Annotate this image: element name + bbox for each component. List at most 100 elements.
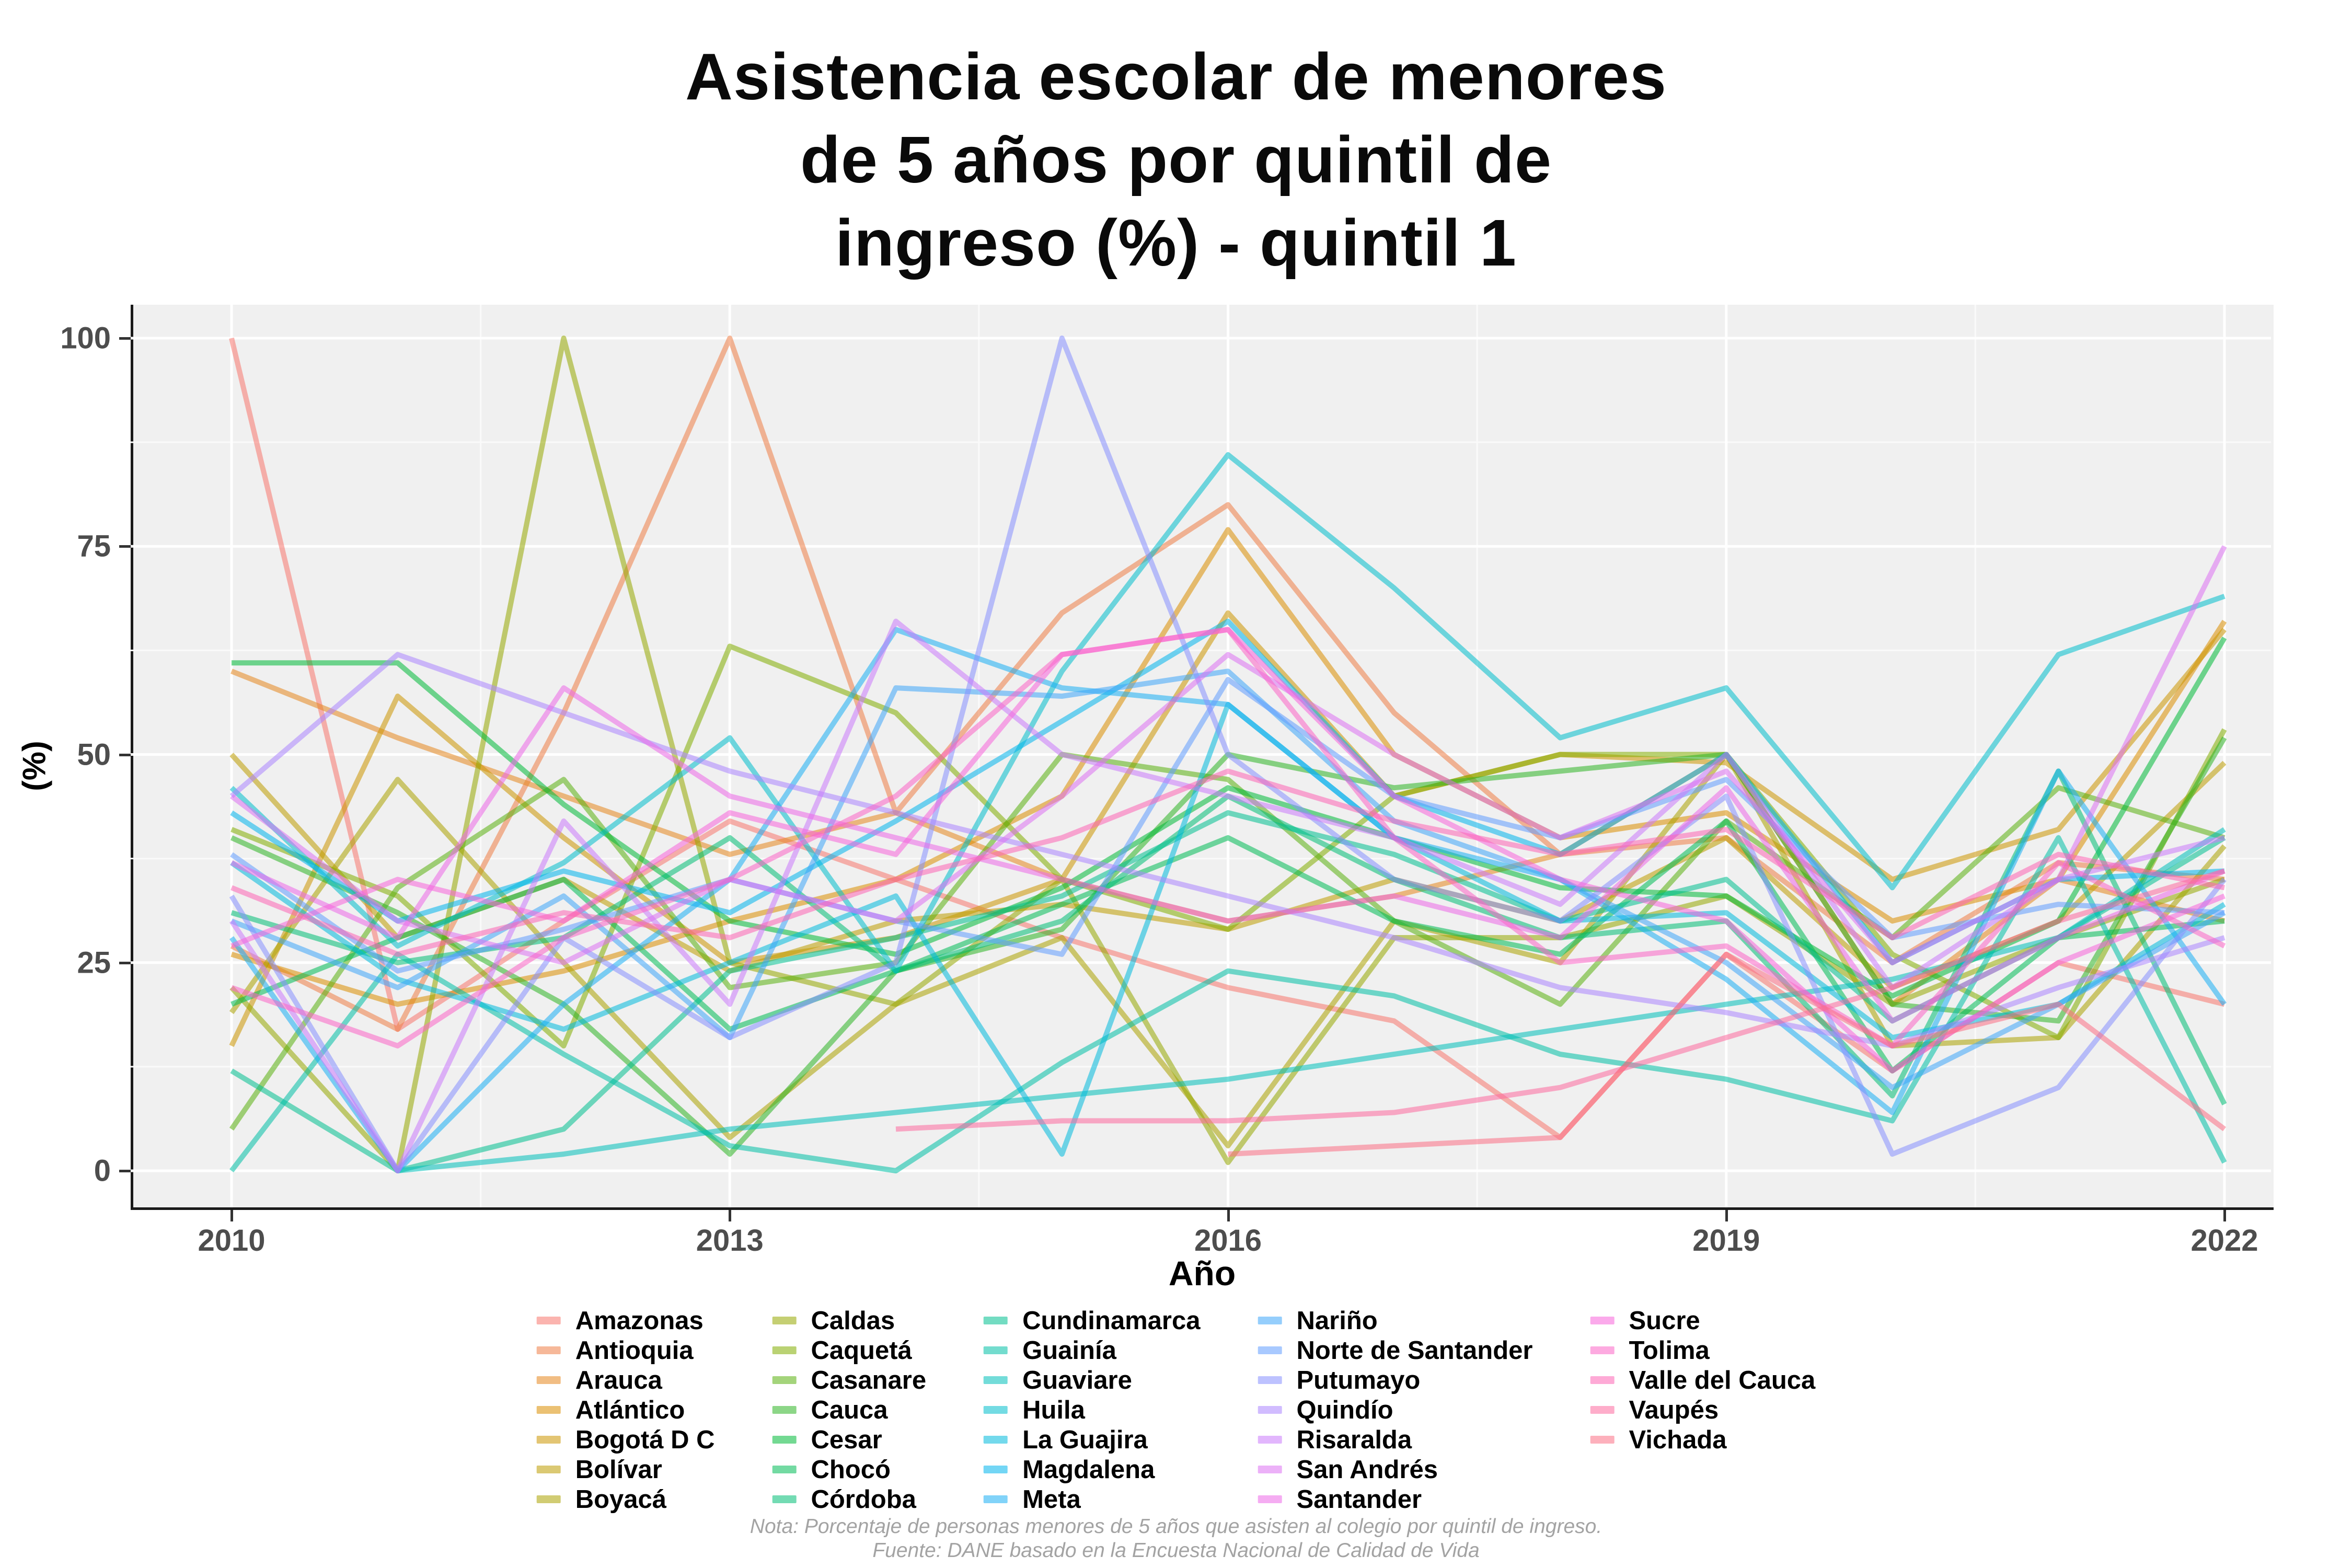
legend-label: Bogotá D C (575, 1425, 715, 1454)
x-tick-label-2016: 2016 (1194, 1224, 1262, 1258)
x-axis-title: Año (1168, 1254, 1236, 1293)
legend-item-atlántico: Atlántico (536, 1396, 715, 1425)
series-line-valle-del-cauca (230, 768, 2225, 957)
legend-item-cesar: Cesar (772, 1425, 926, 1455)
legend-swatch-icon (984, 1346, 1008, 1354)
legend-item-chocó: Chocó (772, 1455, 926, 1484)
legend-swatch-icon (1258, 1406, 1282, 1414)
footnote: Nota: Porcentaje de personas menores de … (0, 1515, 2352, 1563)
legend-swatch-icon (984, 1406, 1008, 1414)
legend-label: Bolívar (575, 1455, 662, 1484)
legend-item-magdalena: Magdalena (984, 1455, 1200, 1484)
legend-item-cundinamarca: Cundinamarca (984, 1306, 1200, 1335)
legend-item-putumayo: Putumayo (1258, 1366, 1532, 1395)
series-line-bogotá-d-c (229, 610, 2227, 1047)
legend-item-guainía: Guainía (984, 1336, 1200, 1365)
legend-swatch-icon (772, 1376, 797, 1384)
legend-label: Valle del Cauca (1629, 1366, 1816, 1394)
legend-item-bolívar: Bolívar (536, 1455, 715, 1484)
x-tick-mark (1725, 1210, 1728, 1221)
chart-title-line-1: Asistencia escolar de menores (685, 40, 1667, 113)
legend-swatch-icon (984, 1466, 1008, 1473)
legend-label: Arauca (575, 1366, 662, 1394)
legend-item-santander: Santander (1258, 1485, 1532, 1514)
legend-swatch-icon (984, 1376, 1008, 1384)
legend-label: Santander (1296, 1485, 1422, 1514)
legend-item-caquetá: Caquetá (772, 1336, 926, 1365)
legend-label: Cundinamarca (1022, 1306, 1201, 1335)
legend-label: Cesar (811, 1425, 882, 1454)
legend-label: San Andrés (1296, 1455, 1438, 1484)
legend-item-tolima: Tolima (1590, 1336, 1815, 1365)
series-line-san-andrés (229, 545, 2227, 965)
legend-swatch-icon (536, 1346, 561, 1354)
legend-item-caldas: Caldas (772, 1306, 926, 1335)
legend-label: Huila (1022, 1396, 1085, 1424)
legend-item-bogotá-d-c: Bogotá D C (536, 1425, 715, 1455)
legend-label: Putumayo (1296, 1366, 1421, 1394)
legend-item-sucre: Sucre (1590, 1306, 1815, 1335)
legend-item-cauca: Cauca (772, 1396, 926, 1425)
legend-swatch-icon (1258, 1495, 1282, 1503)
legend-item-amazonas: Amazonas (536, 1306, 715, 1335)
legend-label: Amazonas (575, 1306, 704, 1335)
legend-swatch-icon (1258, 1346, 1282, 1354)
legend-item-vichada: Vichada (1590, 1425, 1815, 1455)
legend-swatch-icon (984, 1317, 1008, 1324)
legend-label: Guaviare (1022, 1366, 1132, 1394)
y-tick-mark (119, 337, 131, 340)
legend-label: Guainía (1022, 1336, 1116, 1365)
legend-swatch-icon (984, 1495, 1008, 1503)
legend-label: Magdalena (1022, 1455, 1155, 1484)
legend-swatch-icon (536, 1376, 561, 1384)
legend-swatch-icon (1258, 1466, 1282, 1473)
legend-swatch-icon (536, 1436, 561, 1444)
series-line-huila (229, 452, 2226, 974)
legend-swatch-icon (1590, 1317, 1615, 1324)
y-tick-label-50: 50 (77, 737, 111, 771)
series-line-nariño (230, 668, 2226, 1090)
legend-item-vaupés: Vaupés (1590, 1396, 1815, 1425)
legend-swatch-icon (536, 1495, 561, 1503)
chart-legend: Amazonas Antioquia Arauca Atlántico Bogotá D… (536, 1306, 1816, 1514)
legend-item-huila: Huila (984, 1396, 1200, 1425)
series-line-vaupés (895, 868, 2226, 1132)
x-tick-mark (1227, 1210, 1230, 1221)
legend-item-nariño: Nariño (1258, 1306, 1532, 1335)
legend-item-la-guajira: La Guajira (984, 1425, 1200, 1455)
legend-item-risaralda: Risaralda (1258, 1425, 1532, 1455)
legend-label: Cauca (811, 1396, 888, 1424)
chart-title-line-2: de 5 años por quintil de (800, 122, 1552, 197)
legend-label: Atlántico (575, 1396, 685, 1424)
legend-label: Caquetá (811, 1336, 912, 1365)
legend-item-san-andrés: San Andrés (1258, 1455, 1532, 1484)
legend-swatch-icon (1258, 1436, 1282, 1444)
legend-swatch-icon (772, 1317, 797, 1324)
chart-title-line-3: ingreso (%) - quintil 1 (835, 205, 1517, 280)
y-tick-label-75: 75 (77, 529, 111, 563)
legend-item-quindío: Quindío (1258, 1396, 1532, 1425)
legend-swatch-icon (536, 1406, 561, 1414)
legend-label: Tolima (1629, 1336, 1710, 1365)
legend-label: Antioquia (575, 1336, 694, 1365)
legend-swatch-icon (772, 1495, 797, 1503)
series-line-atlántico (230, 527, 2227, 1007)
legend-label: Vaupés (1629, 1396, 1719, 1424)
chart-title: Asistencia escolar de menores de 5 años … (0, 36, 2352, 284)
legend-swatch-icon (1258, 1317, 1282, 1324)
legend-swatch-icon (772, 1436, 797, 1444)
legend-label: Norte de Santander (1296, 1336, 1533, 1365)
y-tick-mark (119, 753, 131, 756)
legend-label: Chocó (811, 1455, 891, 1484)
legend-label: Sucre (1629, 1306, 1700, 1335)
legend-swatch-icon (1258, 1376, 1282, 1384)
legend-item-meta: Meta (984, 1485, 1200, 1514)
legend-item-norte-de-santander: Norte de Santander (1258, 1336, 1532, 1365)
legend-swatch-icon (1590, 1346, 1615, 1354)
footnote-fuente: Fuente: DANE basado en la Encuesta Nacio… (872, 1539, 1480, 1562)
legend-swatch-icon (1590, 1376, 1615, 1384)
legend-label: Quindío (1296, 1396, 1393, 1424)
legend-swatch-icon (1590, 1436, 1615, 1444)
legend-item-córdoba: Córdoba (772, 1485, 926, 1514)
